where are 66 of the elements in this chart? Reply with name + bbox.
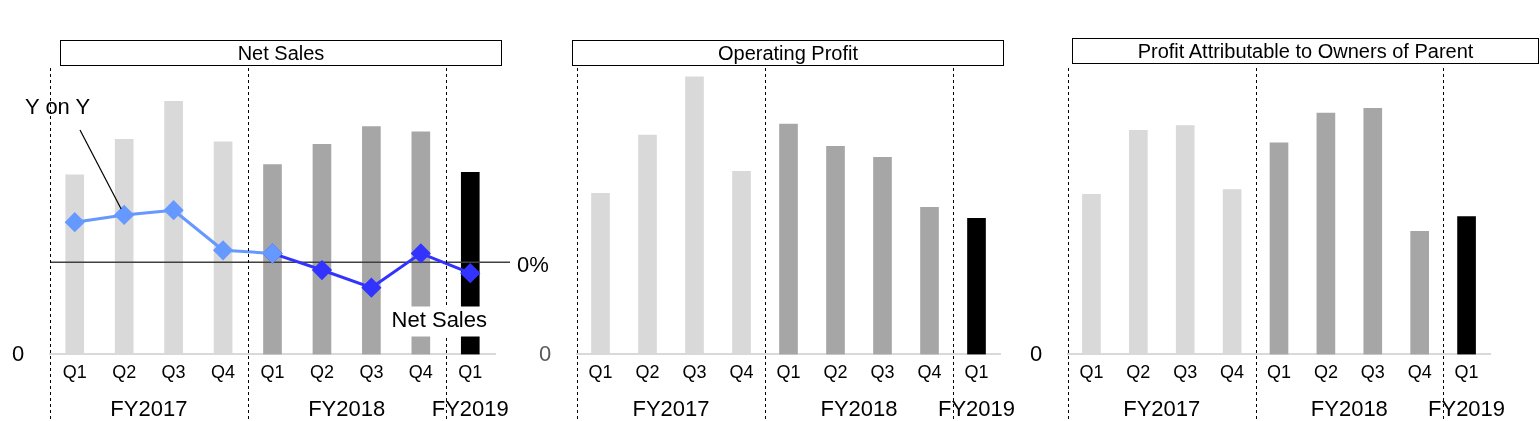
bar <box>1269 142 1289 355</box>
x-tick-label: Q1 <box>1454 362 1479 383</box>
point <box>114 205 134 225</box>
point <box>361 278 381 298</box>
bar <box>1457 216 1476 355</box>
x-tick-label: Q2 <box>112 362 137 383</box>
point <box>164 200 184 220</box>
point <box>213 240 233 260</box>
x-tick-label: Q3 <box>682 362 707 383</box>
chart-title: Profit Attributable to Owners of Parent <box>1072 38 1539 64</box>
series-label: Net Sales <box>391 307 487 333</box>
x-tick-label: Q2 <box>823 362 848 383</box>
x-tick-label: Q2 <box>1313 362 1338 383</box>
x-tick-label: Q3 <box>359 362 384 383</box>
ref-line-label: 0% <box>517 252 549 278</box>
x-tick-label: Q4 <box>408 362 433 383</box>
text: FY2018 <box>308 396 386 421</box>
text: Y on Y <box>25 94 91 120</box>
point <box>65 212 85 232</box>
point <box>411 243 431 263</box>
text: FY2018 <box>1310 396 1388 421</box>
bar <box>873 157 892 355</box>
text: 0 <box>538 341 552 367</box>
x-tick-label: Q1 <box>62 362 87 383</box>
text: 0 <box>11 341 25 367</box>
bar <box>362 126 381 355</box>
chart-title: Net Sales <box>60 40 502 66</box>
x-tick-label: Q2 <box>635 362 660 383</box>
x-tick-label: Q4 <box>729 362 754 383</box>
x-tick-label: Q2 <box>309 362 334 383</box>
x-tick-label: Q1 <box>964 362 989 383</box>
bar <box>312 144 332 355</box>
x-tick-label: Q1 <box>260 362 285 383</box>
x-tick-label: Q1 <box>588 362 613 383</box>
bar <box>1316 112 1336 355</box>
x-tick-label: Q3 <box>161 362 186 383</box>
bar <box>1410 230 1429 355</box>
text: FY2019 <box>937 396 1016 421</box>
bar <box>920 206 939 355</box>
x-tick-label: Q2 <box>1126 362 1151 383</box>
x-tick-label: Q4 <box>917 362 942 383</box>
x-tick-label: Q1 <box>776 362 801 383</box>
point <box>312 260 332 280</box>
text: FY2017 <box>632 396 710 421</box>
text: 0 <box>1029 341 1043 367</box>
x-tick-label: Q1 <box>1266 362 1292 383</box>
x-tick-label: Q4 <box>1220 362 1245 383</box>
bar <box>779 123 798 355</box>
text: FY2017 <box>1123 396 1201 421</box>
bar <box>1363 107 1383 355</box>
text: FY2019 <box>431 396 509 421</box>
bar <box>967 218 986 355</box>
x-tick-label: Q4 <box>1407 362 1432 383</box>
bar <box>826 145 845 355</box>
chart-title: Operating Profit <box>572 40 1004 66</box>
x-tick-label: Q3 <box>1360 362 1385 383</box>
text: FY2019 <box>1428 396 1506 421</box>
x-tick-label: Q1 <box>1079 362 1104 383</box>
text: FY2018 <box>820 396 898 421</box>
point <box>460 263 480 283</box>
x-tick-label: Q4 <box>211 362 236 383</box>
x-tick-label: Q1 <box>458 362 483 383</box>
x-tick-label: Q3 <box>870 362 895 383</box>
text: FY2017 <box>110 396 188 421</box>
x-tick-label: Q3 <box>1173 362 1198 383</box>
bar <box>263 164 282 355</box>
